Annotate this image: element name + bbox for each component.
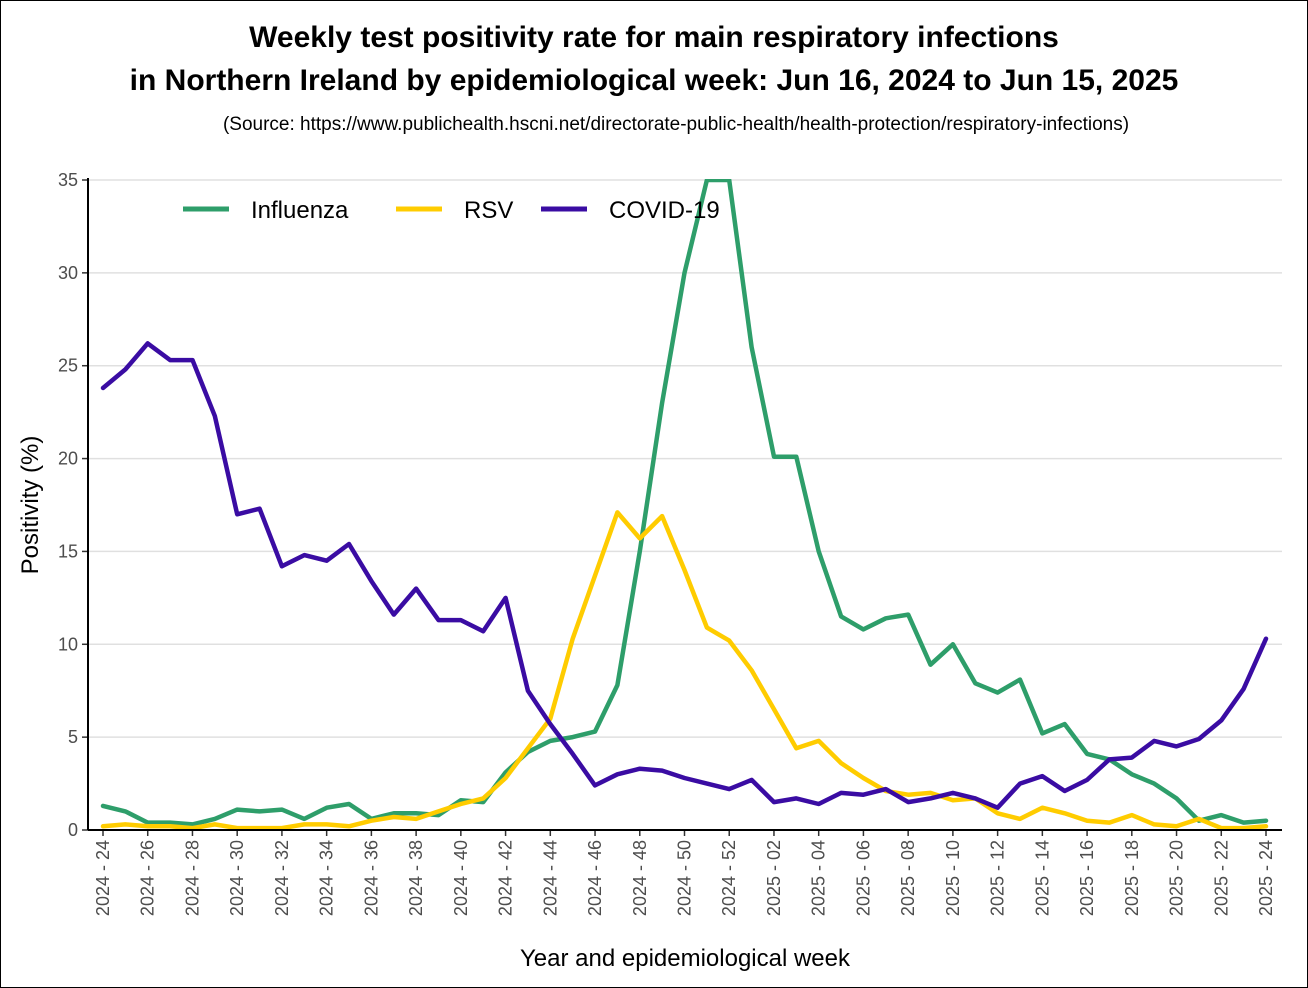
series-lines [100, 179, 1269, 830]
x-axis-title: Year and epidemiological week [520, 945, 851, 972]
y-axis-ticks: 0 5 10 15 20 25 30 35 [58, 170, 88, 840]
x-tick-label: 2024 - 48 [630, 840, 650, 916]
series-line-covid-19 [100, 341, 1269, 810]
x-tick-label: 2025 - 04 [809, 840, 829, 916]
y-tick-label: 35 [58, 170, 78, 190]
x-tick-label: 2024 - 30 [227, 840, 247, 916]
legend: Influenza RSV COVID-19 [183, 197, 720, 224]
y-tick-label: 15 [58, 541, 78, 561]
y-tick-label: 20 [58, 449, 78, 469]
x-tick-label: 2024 - 42 [496, 840, 516, 916]
y-tick-label: 30 [58, 263, 78, 283]
axes [87, 178, 1282, 831]
legend-label-influenza: Influenza [251, 197, 349, 224]
chart-source-subtitle: (Source: https://www.publichealth.hscni.… [222, 114, 1130, 135]
x-tick-label: 2025 - 08 [898, 840, 918, 916]
x-tick-label: 2025 - 12 [988, 840, 1008, 916]
x-tick-label: 2025 - 06 [853, 840, 873, 916]
x-axis-ticks: 2024 - 24 2024 - 26 2024 - 28 2024 - 30 2024… [93, 830, 1276, 916]
x-tick-label: 2024 - 36 [361, 840, 381, 916]
y-tick-label: 25 [58, 356, 78, 376]
x-tick-label: 2024 - 50 [675, 840, 695, 916]
y-tick-label: 5 [68, 727, 78, 747]
x-tick-label: 2024 - 52 [719, 840, 739, 916]
x-tick-label: 2024 - 34 [317, 840, 337, 916]
x-tick-label: 2024 - 28 [182, 840, 202, 916]
x-tick-label: 2025 - 14 [1032, 840, 1052, 916]
x-tick-label: 2025 - 16 [1077, 840, 1097, 916]
x-tick-label: 2024 - 38 [406, 840, 426, 916]
x-tick-label: 2025 - 20 [1167, 840, 1187, 916]
chart-title-line-1: Weekly test positivity rate for main res… [249, 21, 1059, 54]
x-tick-label: 2025 - 10 [943, 840, 963, 916]
x-tick-label: 2024 - 26 [138, 840, 158, 916]
y-tick-label: 0 [68, 820, 78, 840]
series-line-rsv [100, 510, 1269, 830]
x-tick-label: 2024 - 46 [585, 840, 605, 916]
y-axis-title: Positivity (%) [17, 436, 44, 575]
y-tick-label: 10 [58, 634, 78, 654]
x-tick-label: 2024 - 32 [272, 840, 292, 916]
x-tick-label: 2025 - 24 [1256, 840, 1276, 916]
x-tick-label: 2025 - 02 [764, 840, 784, 916]
x-tick-label: 2025 - 22 [1211, 840, 1231, 916]
x-tick-label: 2025 - 18 [1122, 840, 1142, 916]
legend-label-rsv: RSV [464, 197, 513, 224]
x-tick-label: 2024 - 40 [451, 840, 471, 916]
series-line-influenza [100, 179, 1269, 827]
x-tick-label: 2024 - 24 [93, 840, 113, 916]
chart-title-line-2: in Northern Ireland by epidemiological w… [129, 64, 1179, 97]
legend-label-covid-19: COVID-19 [609, 197, 720, 224]
x-tick-label: 2024 - 44 [540, 840, 560, 916]
